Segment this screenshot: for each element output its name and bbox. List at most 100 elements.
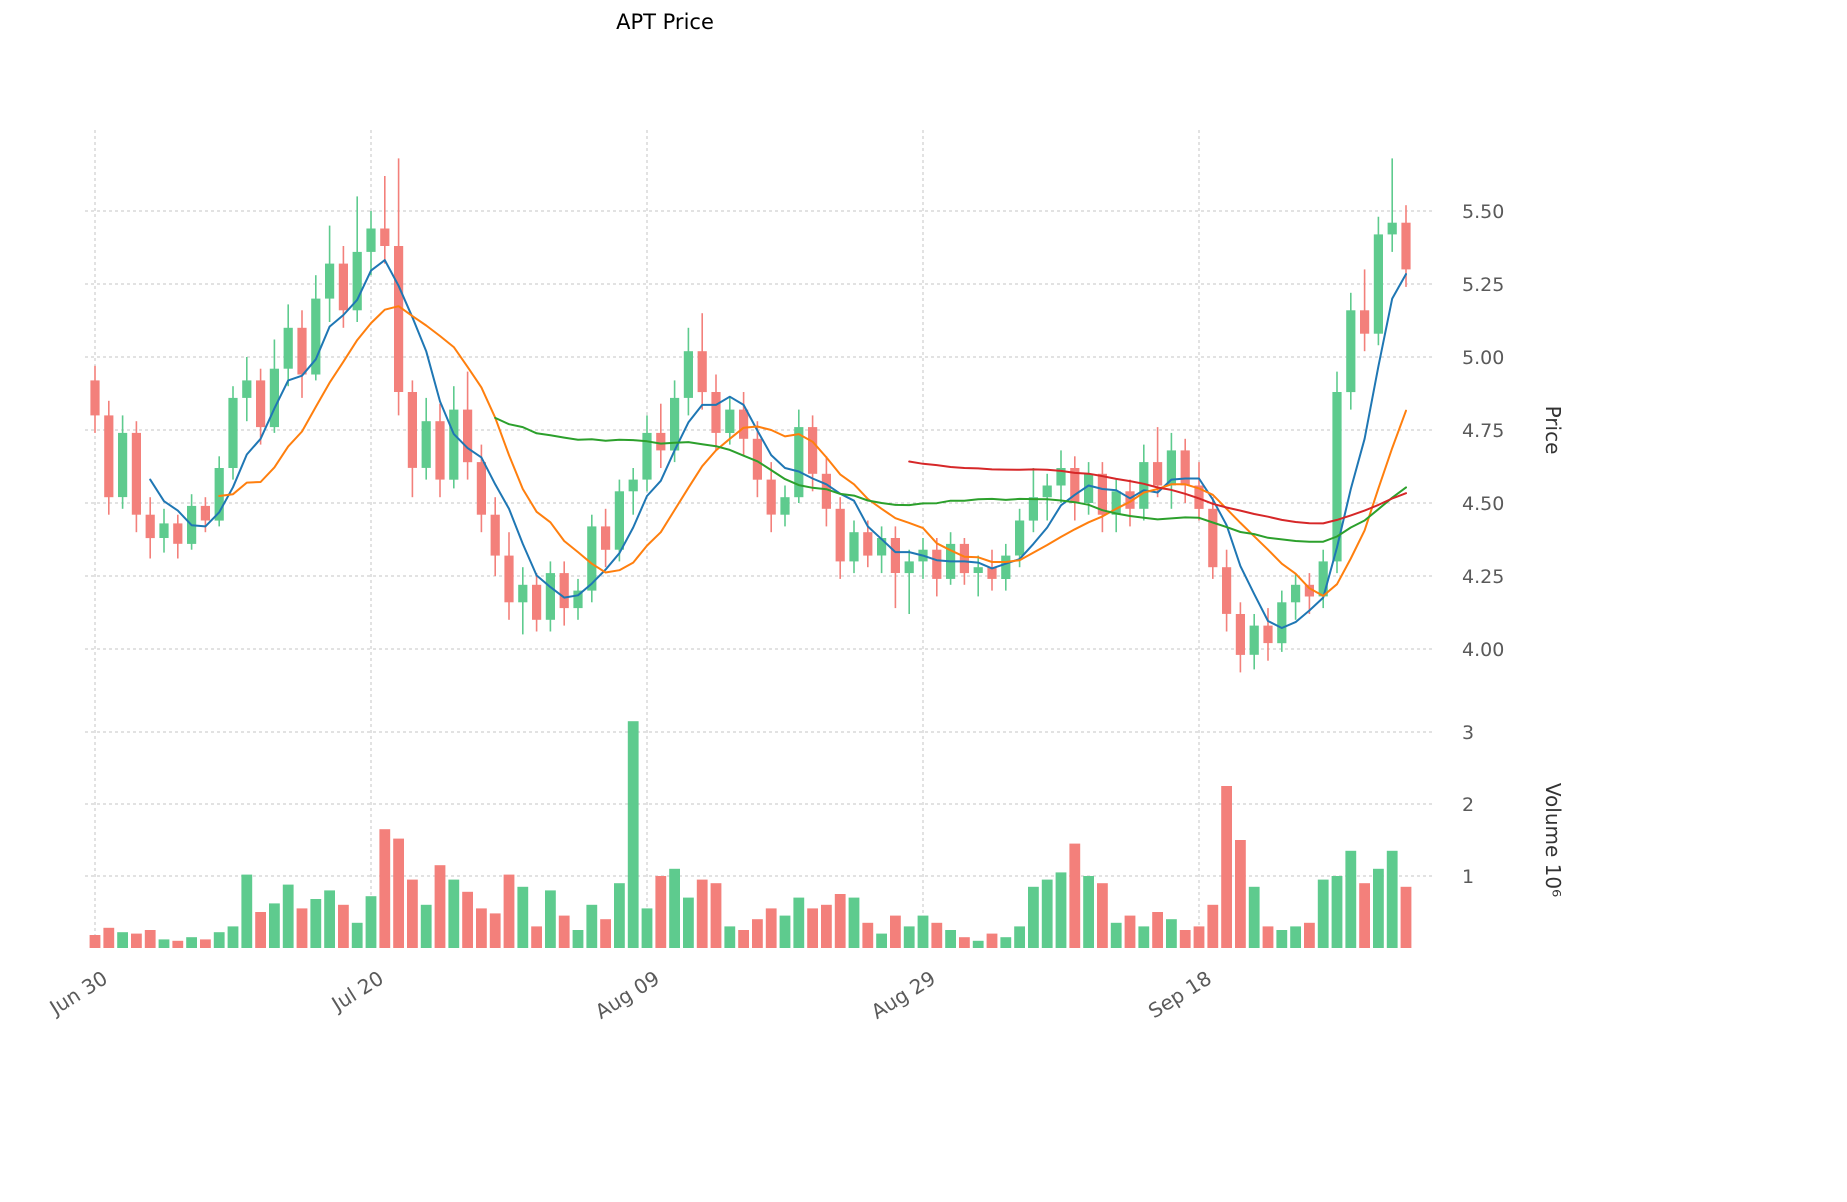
volume-bar [1193,926,1205,948]
volume-bar [255,912,266,948]
candle-body [794,427,804,498]
candle-body [1360,310,1370,334]
price-tick-label: 5.25 [1462,274,1504,296]
candle-body [1346,310,1356,393]
candle-body [766,479,776,515]
candle-body [407,392,417,468]
ma-line-MA5 [149,259,1407,629]
volume-bar [1179,930,1191,948]
candle-body [159,523,169,538]
volume-bar [545,890,556,948]
volume-bar [241,874,253,948]
candle-body [1180,450,1190,486]
volume-bar [379,829,391,948]
volume-bar [1124,915,1136,948]
candle-body [959,543,969,574]
volume-bar [1331,876,1343,948]
candle-body [476,462,486,515]
volume-bar [627,721,639,948]
candle-body [601,526,611,550]
candle-body [200,505,210,521]
volume-bar [365,896,377,948]
candle-body [228,397,238,468]
candle-body [463,409,473,463]
candle-body [1028,497,1038,521]
candle-body [1166,450,1176,486]
volume-bar [779,915,791,948]
price-tick-label: 4.25 [1462,566,1504,588]
volume-tick-label: 1 [1462,866,1474,888]
volume-bar [503,874,515,948]
volume-bar [890,915,901,948]
volume-bar [1110,922,1122,948]
volume-bar [1221,786,1232,948]
volume-bar [1097,883,1108,948]
candle-body [683,351,693,398]
volume-bar [696,879,708,948]
candle-body [973,567,983,573]
candle-body [1318,561,1328,597]
candle-body [104,415,114,498]
candle-body [297,327,307,375]
volume-bar [738,930,749,948]
volume-bar [558,915,570,948]
volume-bar [1359,883,1370,948]
volume-bar [1138,926,1150,948]
volume-bar [683,897,694,948]
volume-bar [821,904,832,948]
candle-body [380,228,390,246]
candle-body [1291,584,1301,603]
candle-body [1208,508,1218,568]
candle-body [532,584,542,620]
volume-bar [407,879,418,948]
candle-body [1387,222,1397,235]
candle-body [821,473,831,509]
volume-bar [834,894,846,948]
candle-body [932,549,942,579]
volume-bar [931,922,943,948]
candle-body [1332,392,1342,562]
candle-body [614,491,624,550]
volume-bar [531,926,542,948]
volume-bar [959,937,970,948]
volume-bar [945,930,956,948]
volume-bar [614,883,625,948]
volume-bar [917,915,929,948]
volume-bar [1014,926,1025,948]
candle-body [352,251,362,311]
volume-bar [1152,912,1163,948]
candle-body [739,409,749,439]
candle-body [421,421,431,468]
candle-body [490,514,500,556]
volume-bar [131,933,142,948]
volume-bar [213,932,225,948]
candle-body [1304,584,1314,597]
candle-body [1277,602,1287,644]
volume-bar [600,919,611,948]
volume-bar [517,886,529,948]
x-tick-label: Aug 29 [867,966,940,1024]
volume-bar [724,926,736,948]
candle-body [1235,614,1245,655]
candle-body [835,508,845,562]
volume-bar [462,891,473,948]
candle-body [670,397,680,451]
volume-bar [1166,919,1177,948]
candle-body [1139,462,1149,509]
candle-body [338,263,348,311]
volume-tick-label: 3 [1462,722,1474,744]
volume-bar [807,908,818,948]
volume-bar [586,904,598,948]
volume-bar [1248,886,1260,948]
volume-bar [1083,876,1094,948]
volume-bar [1262,926,1274,948]
candle-body [573,590,583,609]
candle-body [394,246,404,392]
candle-body [1263,625,1273,644]
candle-body [863,532,873,556]
candle-body [628,479,638,492]
candle-body [90,380,100,416]
volume-bar [89,935,101,948]
candle-body [987,567,997,579]
volume-axis-label: Volume 10⁶ [1541,783,1565,897]
